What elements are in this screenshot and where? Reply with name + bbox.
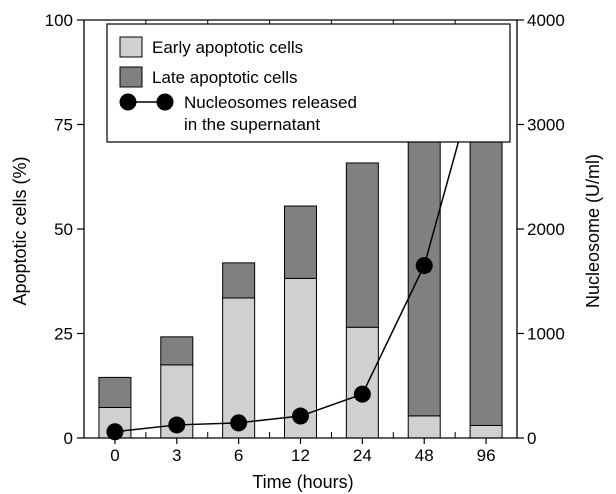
bar-late-12: [284, 205, 317, 279]
x-tick-label-96: 96: [477, 446, 496, 465]
legend-label-early: Early apoptotic cells: [152, 38, 303, 57]
legend-label-nucleosomes-2: in the supernatant: [184, 115, 320, 134]
nucleosome-point-0: [106, 423, 124, 441]
bars-layer: [98, 86, 503, 439]
y2-tick-label-1000: 1000: [527, 325, 565, 344]
x-tick-label-48: 48: [415, 446, 434, 465]
x-tick-label-24: 24: [353, 446, 372, 465]
nucleosome-point-12: [292, 407, 309, 425]
nucleosome-point-3: [168, 416, 186, 434]
y-tick-label-75: 75: [54, 116, 73, 135]
bar-late-24: [345, 162, 379, 328]
y2-tick-label-3000: 3000: [527, 116, 565, 135]
x-axis-title: Time (hours): [252, 472, 353, 492]
legend-label-late: Late apoptotic cells: [152, 68, 298, 87]
bar-early-48: [407, 415, 441, 439]
bar-late-0: [98, 376, 132, 408]
bar-early-96: [469, 424, 503, 439]
legend-marker-right: [156, 93, 174, 111]
y-axis-title: Apoptotic cells (%): [10, 156, 30, 305]
legend-box: [106, 23, 511, 143]
y2-tick-label-2000: 2000: [527, 220, 565, 239]
bar-late-3: [160, 336, 194, 366]
y2-tick-label-4000: 4000: [527, 11, 565, 30]
y2-axis-title: Nucleosome (U/ml): [583, 154, 603, 308]
x-tick-label-0: 0: [110, 446, 119, 465]
y-tick-label-25: 25: [54, 325, 73, 344]
y-tick-label-50: 50: [54, 220, 73, 239]
bar-late-96: [469, 86, 503, 426]
y2-tick-label-0: 0: [527, 429, 536, 448]
bar-late-6: [222, 262, 256, 299]
legend-marker-left: [119, 93, 137, 111]
x-tick-label-3: 3: [172, 446, 181, 465]
x-tick-label-6: 6: [234, 446, 243, 465]
legend: Early apoptotic cells Late apoptotic cell…: [106, 23, 511, 143]
legend-swatch-early: [119, 36, 143, 58]
bar-early-24: [345, 326, 379, 439]
legend-label-nucleosomes-1: Nucleosomes released: [184, 93, 357, 112]
nucleosome-point-6: [230, 414, 248, 432]
nucleosome-point-48: [415, 257, 433, 275]
y-tick-label-100: 100: [45, 11, 73, 30]
x-tick-label-12: 12: [291, 446, 310, 465]
y-tick-label-0: 0: [64, 429, 73, 448]
nucleosome-point-24: [353, 385, 371, 403]
legend-swatch-late: [119, 66, 143, 88]
